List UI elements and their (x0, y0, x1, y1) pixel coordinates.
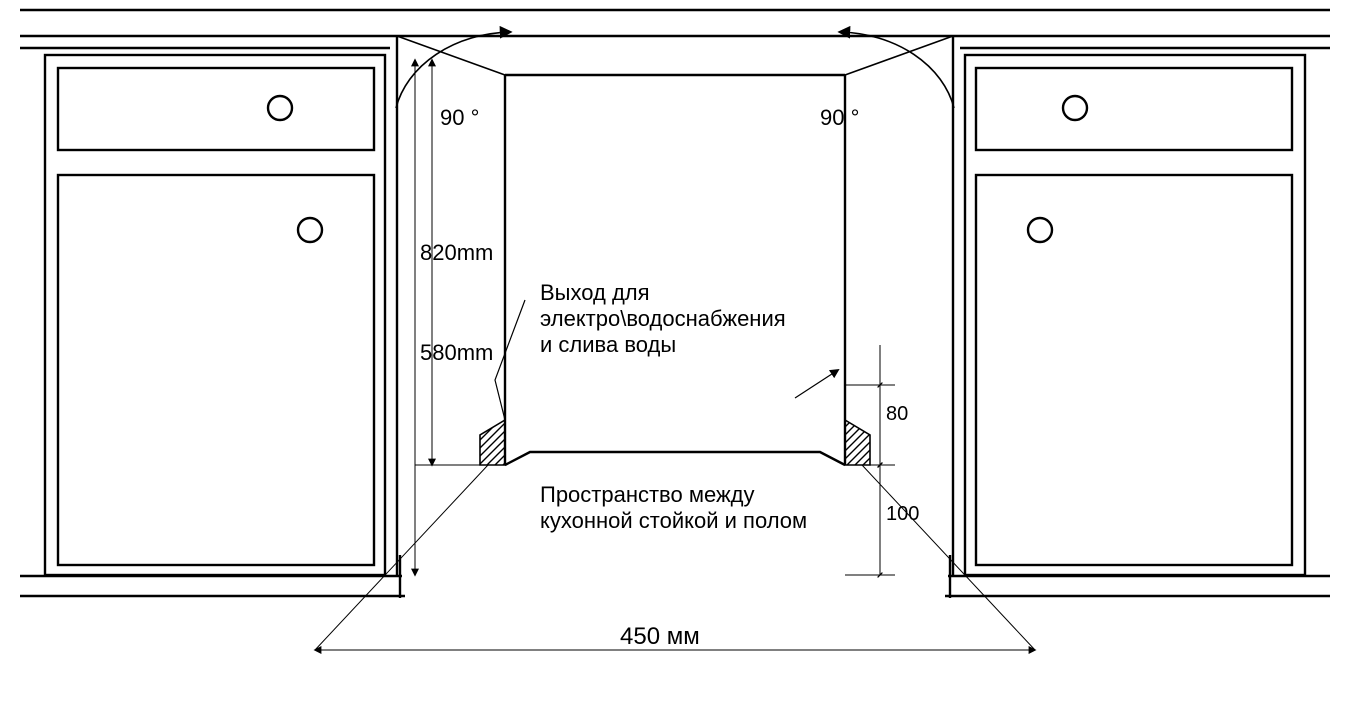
label-angle-left: 90 ° (440, 105, 479, 130)
label-dim-820: 820mm (420, 240, 493, 265)
cabinet-left (45, 55, 385, 575)
cabinet-left-door-knob (298, 218, 322, 242)
countertop-lines (20, 10, 1330, 48)
leader-arr80 (795, 370, 838, 398)
annot-gap-l1: Пространство между (540, 482, 755, 507)
cabinet-left-drawer-knob (268, 96, 292, 120)
annot-outlet-l3: и слива воды (540, 332, 676, 357)
label-dim-80: 80 (886, 403, 908, 425)
annot-outlet: Выход для электро\водоснабжения и слива … (540, 280, 792, 357)
cabinet-right-door (976, 175, 1292, 565)
cabinet-right-drawer-knob (1063, 96, 1087, 120)
cabinet-right-outer (965, 55, 1305, 575)
dim-820: 820mm (415, 60, 493, 575)
label-angle-right: 90 ° (820, 105, 859, 130)
annot-outlet-l1: Выход для (540, 280, 650, 305)
cabinet-left-outer (45, 55, 385, 575)
cabinet-left-drawer (58, 68, 374, 150)
label-dim-450: 450 мм (620, 623, 700, 650)
cabinet-right-drawer (976, 68, 1292, 150)
cabinet-right-door-knob (1028, 218, 1052, 242)
cabinet-right (965, 55, 1305, 575)
annot-outlet-l2: электро\водоснабжения (540, 306, 786, 331)
leader-outlet (495, 300, 525, 420)
hatch-right (845, 420, 870, 465)
floor-lines (20, 555, 1330, 598)
label-dim-580: 580mm (420, 340, 493, 365)
cabinet-left-door (58, 175, 374, 565)
installation-diagram: 90 ° 90 ° 820mm 580mm 80 100 450 мм Выхо… (0, 0, 1350, 716)
annot-gap: Пространство между кухонной стойкой и по… (540, 482, 807, 533)
hatch-left (480, 420, 505, 465)
annot-gap-l2: кухонной стойкой и полом (540, 508, 807, 533)
